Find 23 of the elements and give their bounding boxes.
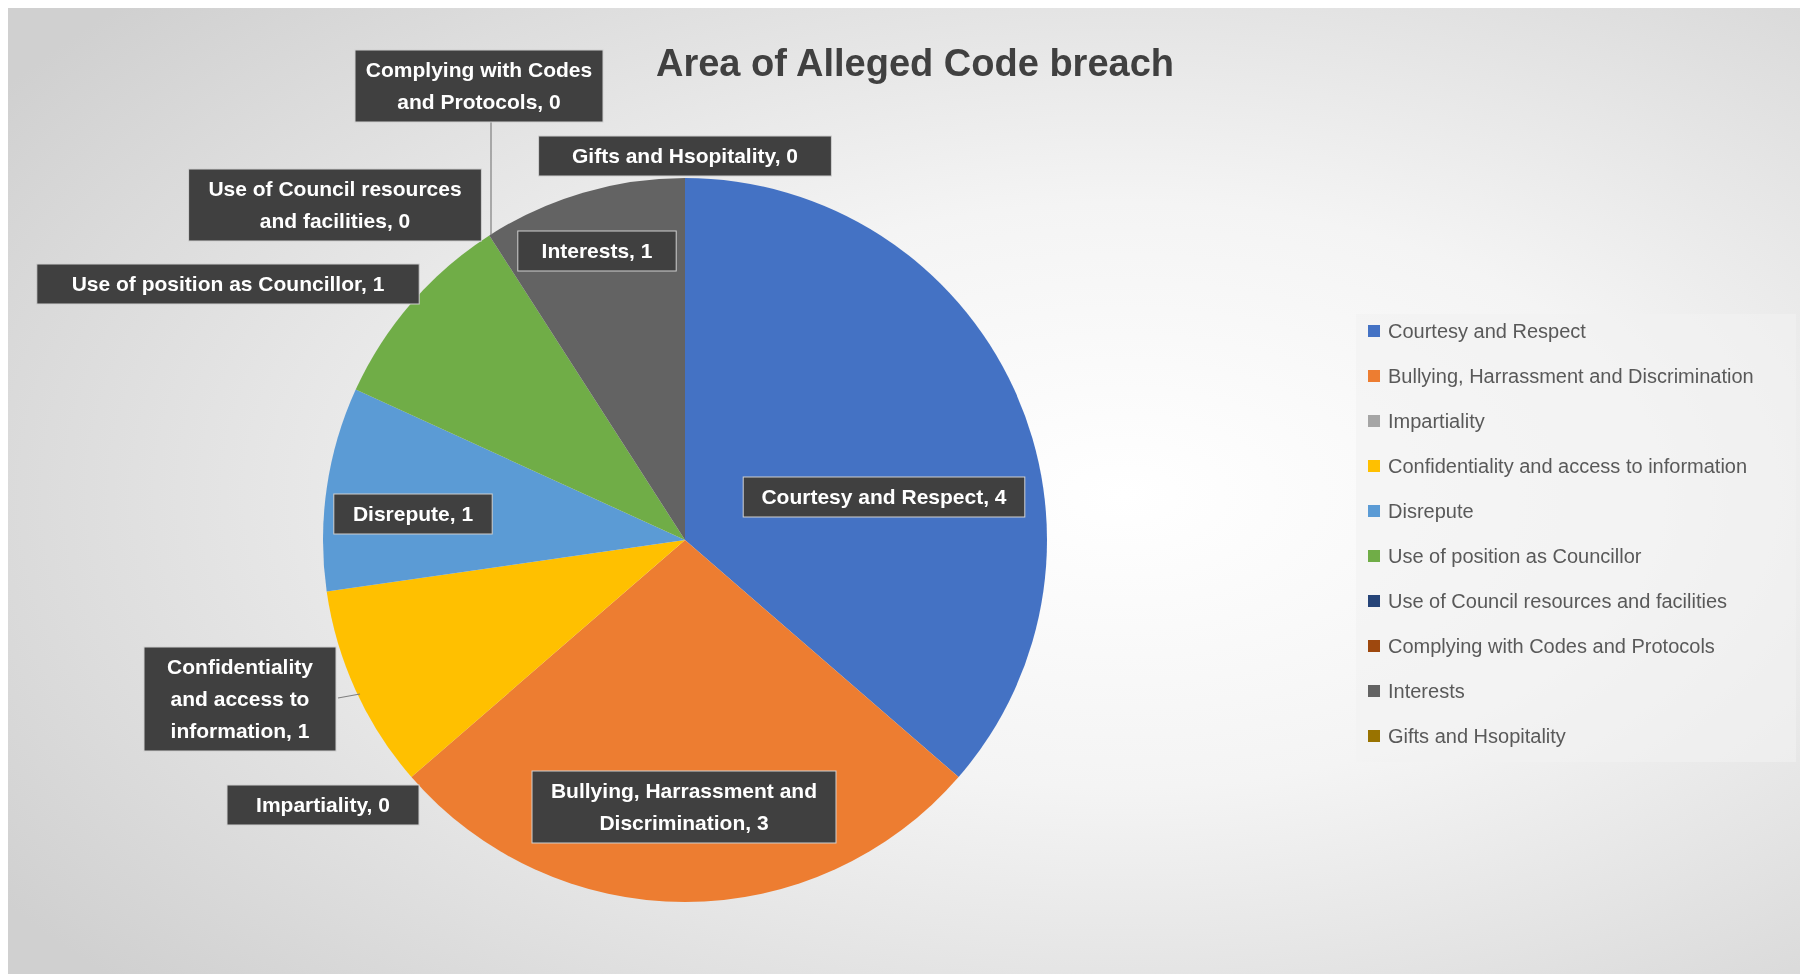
data-label: Bullying, Harrassment and Discrimination, 3 bbox=[550, 779, 818, 834]
legend-label: Courtesy and Respect bbox=[1388, 320, 1587, 342]
legend-label: Impartiality bbox=[1388, 410, 1485, 432]
legend-label: Confidentiality and access to information bbox=[1388, 455, 1748, 477]
data-label: Confidentiality and access to information, 1 bbox=[167, 655, 314, 742]
chart-title: Area of Alleged Code breach bbox=[655, 42, 1175, 84]
data-label: Disrepute, 1 bbox=[352, 502, 474, 525]
legend-label: Disrepute bbox=[1388, 500, 1474, 522]
text: Gifts and Hsopitality, 0 bbox=[572, 144, 798, 167]
legend-label: Use of position as Councillor bbox=[1388, 545, 1642, 567]
pie-slice bbox=[685, 178, 1047, 778]
legend-label: Use of Council resources and facilities bbox=[1388, 590, 1728, 612]
legend-label: Interests bbox=[1388, 680, 1465, 702]
pie-slice bbox=[326, 540, 685, 778]
data-label: Use of position as Councillor, 1 bbox=[71, 272, 385, 295]
data-label: Interests, 1 bbox=[541, 239, 653, 262]
legend-label: Bullying, Harrassment and Discrimination bbox=[1388, 365, 1754, 387]
text: Impartiality, 0 bbox=[256, 793, 390, 816]
data-label: Courtesy and Respect, 4 bbox=[761, 485, 1007, 508]
text: Complying with Codes and Protocols, 0 bbox=[365, 58, 593, 113]
legend-label: Complying with Codes and Protocols bbox=[1388, 635, 1715, 657]
text: Use of Council resources and facilities, 0 bbox=[208, 177, 462, 232]
legend-label: Gifts and Hsopitality bbox=[1388, 725, 1566, 747]
